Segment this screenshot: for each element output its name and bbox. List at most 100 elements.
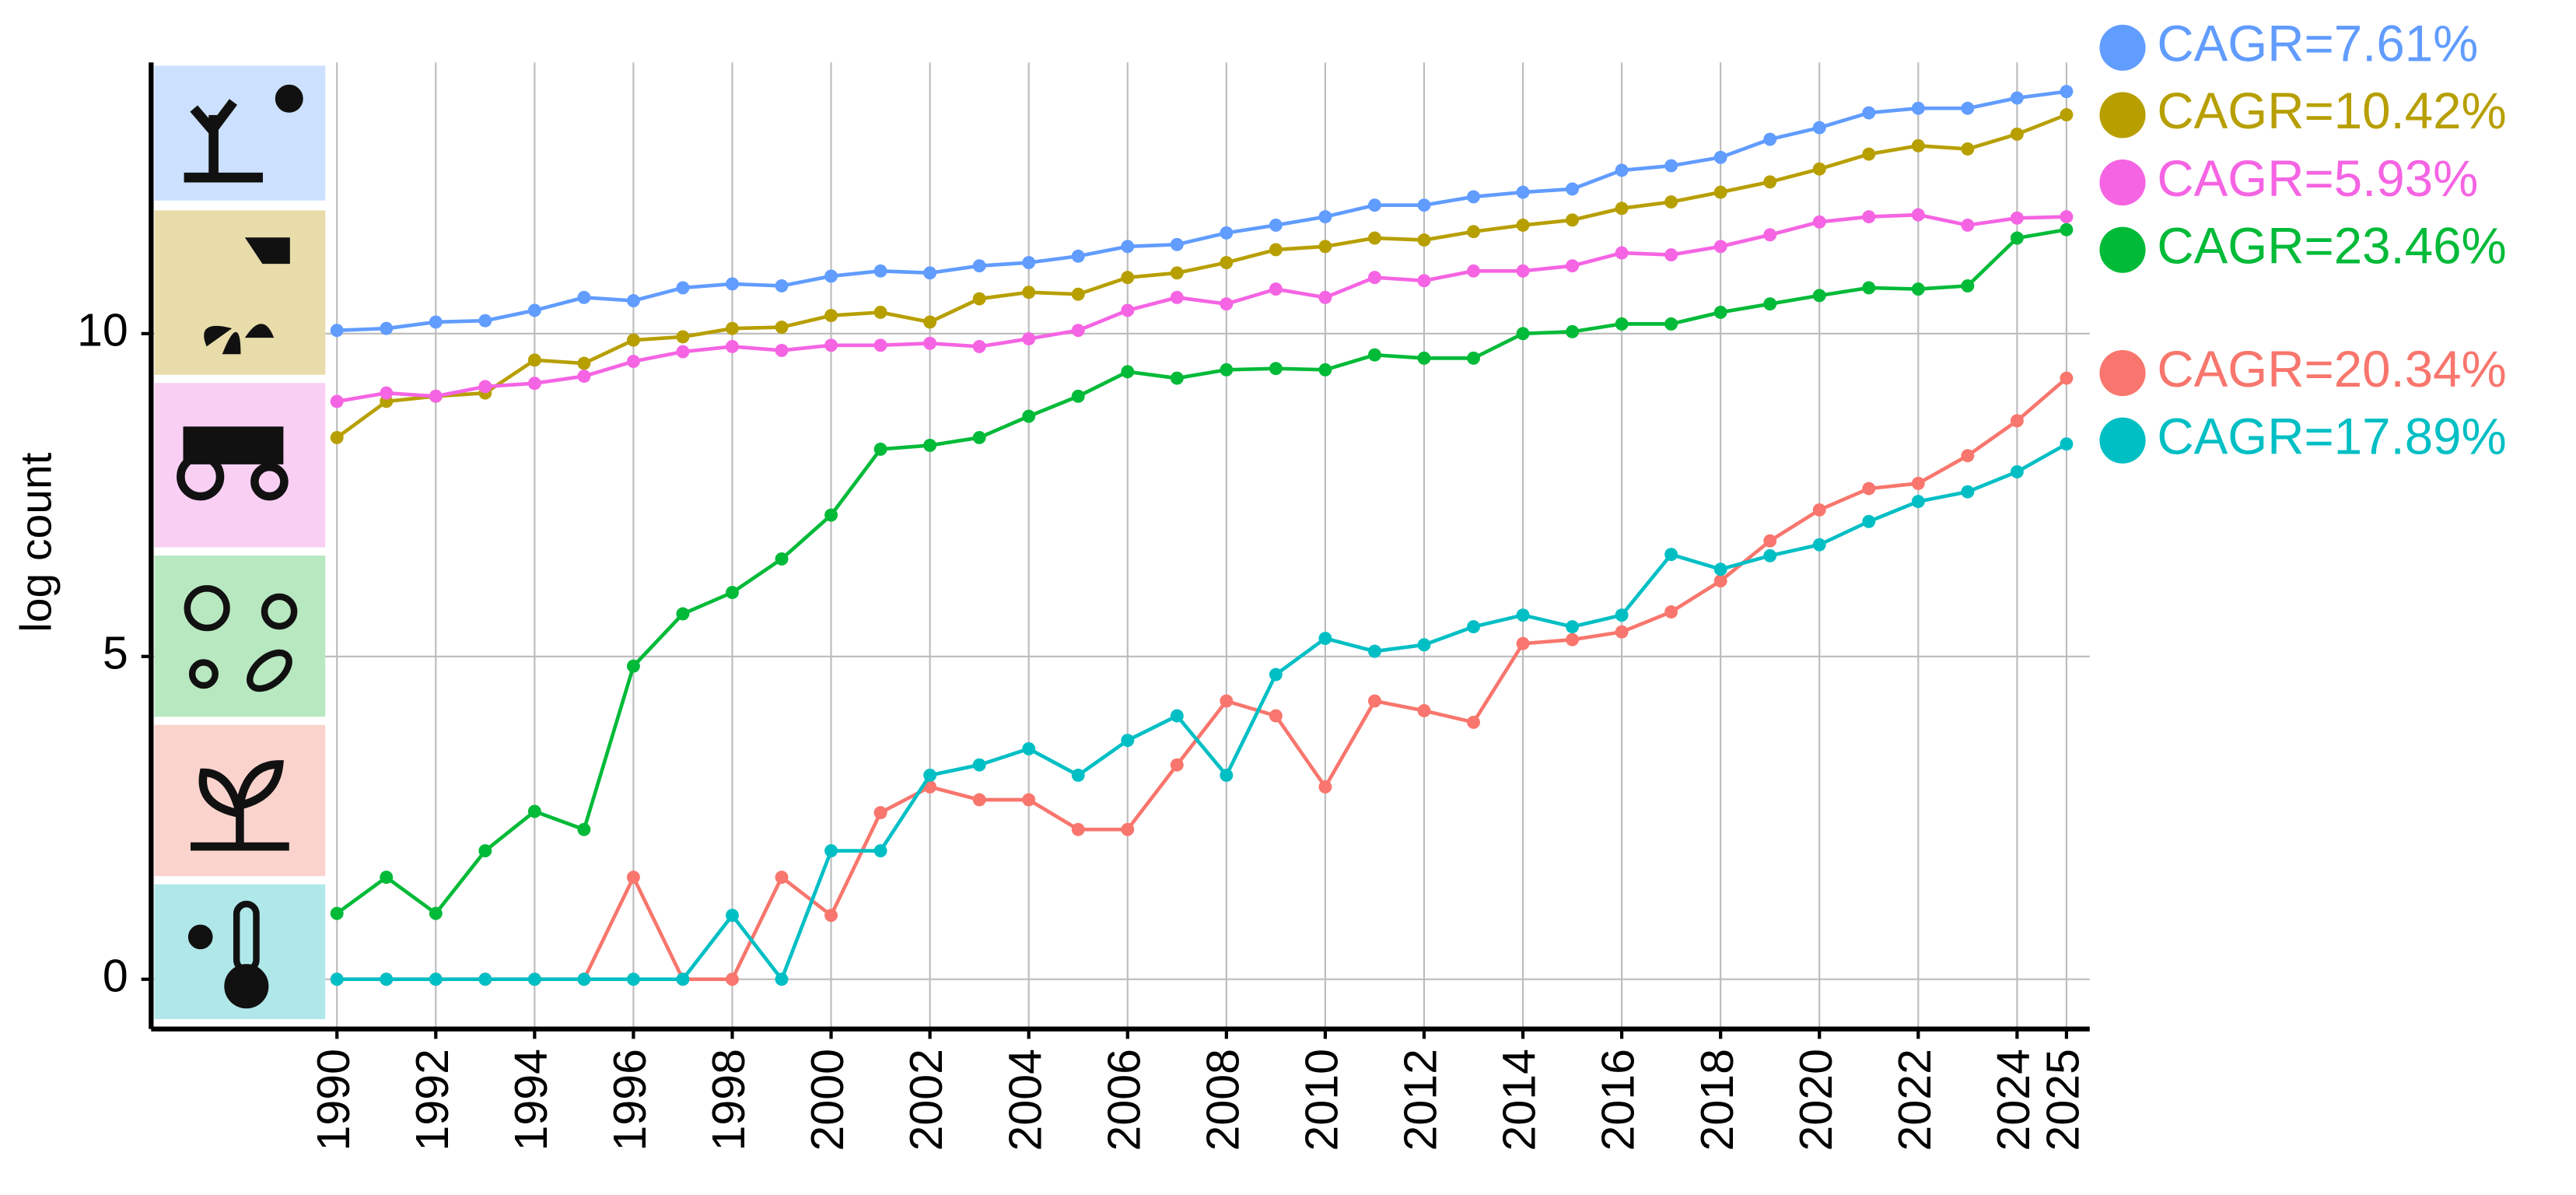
data-point (2010, 211, 2024, 225)
legend-label: CAGR=20.34% (2157, 341, 2506, 398)
data-point (1566, 182, 1580, 196)
data-point (726, 909, 739, 923)
data-point (1862, 514, 1876, 528)
x-tick-label: 1992 (406, 1049, 458, 1151)
data-point (1862, 281, 1876, 295)
data-point (1269, 243, 1283, 257)
data-point (1664, 195, 1678, 209)
data-point (775, 552, 789, 566)
data-point (577, 370, 591, 384)
data-point (1022, 256, 1036, 269)
data-point (2060, 85, 2074, 99)
y-tick-label: 10 (77, 303, 128, 356)
series-line (337, 377, 2068, 982)
data-point (873, 264, 887, 278)
legend-label: CAGR=23.46% (2157, 217, 2506, 274)
data-point (775, 871, 789, 885)
data-point (1961, 485, 1975, 499)
data-point (1615, 317, 1629, 331)
legend-label: CAGR=17.89% (2157, 408, 2506, 465)
data-point (626, 871, 640, 885)
data-point (1367, 348, 1381, 362)
data-point (824, 338, 838, 352)
legend-marker (2099, 24, 2146, 71)
data-point (1220, 226, 1234, 240)
data-point (1071, 822, 1085, 836)
y-axis-label: log count (12, 452, 61, 633)
data-point (1467, 351, 1480, 365)
data-point (2060, 210, 2074, 224)
icon-plant (204, 324, 275, 355)
data-point (1961, 218, 1975, 232)
x-tick-label: 1998 (702, 1049, 754, 1151)
data-point (429, 315, 443, 329)
data-point (2010, 91, 2024, 105)
data-point (676, 281, 690, 295)
data-point (626, 972, 640, 986)
data-point (1121, 240, 1135, 254)
data-point (380, 321, 394, 335)
data-point (1022, 286, 1036, 300)
data-point (1269, 709, 1283, 723)
data-point (1713, 574, 1727, 588)
x-tick-label: 2006 (1097, 1049, 1150, 1151)
data-point (1812, 215, 1826, 229)
data-point (1269, 282, 1283, 296)
data-point (726, 321, 739, 335)
legend-marker (2099, 92, 2146, 138)
data-point (1516, 608, 1530, 622)
data-point (824, 844, 838, 858)
data-point (1467, 715, 1480, 729)
data-point (626, 355, 640, 368)
x-tick-label: 2004 (999, 1049, 1051, 1151)
data-point (1022, 793, 1036, 807)
data-point (429, 972, 443, 986)
data-point (726, 277, 739, 291)
data-point (1022, 409, 1036, 423)
data-point (1220, 694, 1234, 708)
data-point (775, 279, 789, 293)
data-point (775, 343, 789, 357)
data-point (923, 438, 937, 452)
data-point (1367, 271, 1381, 285)
y-tick-label: 0 (103, 949, 128, 1001)
data-point (2010, 464, 2024, 478)
data-point (2060, 223, 2074, 237)
data-point (1763, 534, 1777, 548)
x-tick-label: 1990 (307, 1049, 359, 1151)
data-point (2010, 414, 2024, 428)
data-point (429, 389, 443, 403)
data-point (330, 906, 344, 920)
x-tick-label: 2012 (1395, 1049, 1447, 1151)
data-point (972, 758, 986, 772)
data-point (1615, 246, 1629, 260)
x-tick-label: 1996 (604, 1049, 656, 1151)
data-point (1713, 150, 1727, 164)
data-point (1220, 297, 1234, 311)
data-point (1566, 633, 1580, 647)
data-point (1269, 668, 1283, 682)
data-point (1763, 228, 1777, 242)
data-point (923, 336, 937, 350)
data-point (2010, 127, 2024, 141)
data-point (1911, 208, 1925, 222)
icon-hand (244, 237, 290, 265)
data-point (380, 386, 394, 400)
data-point (1763, 132, 1777, 146)
data-point (1071, 287, 1085, 301)
x-tick-label: 2016 (1592, 1049, 1644, 1151)
x-tick-label: 2002 (900, 1049, 952, 1151)
data-point (1121, 734, 1135, 748)
data-point (1071, 389, 1085, 403)
data-point (1170, 237, 1184, 251)
data-point (1664, 605, 1678, 619)
icon-wheel (250, 462, 289, 501)
data-point (676, 330, 690, 344)
data-point (1812, 121, 1826, 135)
legend-marker (2099, 417, 2146, 464)
legend-label: CAGR=10.42% (2157, 82, 2506, 139)
data-point (527, 303, 541, 317)
legend-marker (2099, 159, 2146, 206)
data-point (1862, 210, 1876, 224)
y-tick-label: 5 (103, 626, 128, 678)
